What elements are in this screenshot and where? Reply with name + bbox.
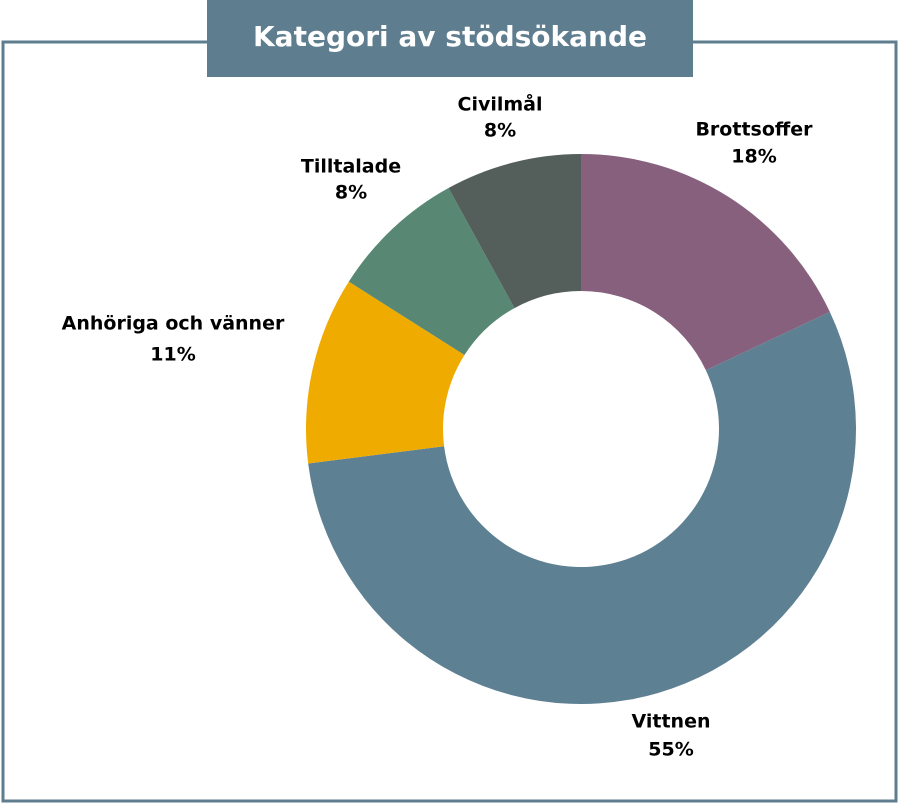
slice-value-label: 11% — [150, 344, 195, 366]
title-box — [207, 0, 693, 77]
slice-label: Brottsoffer — [695, 119, 813, 141]
slice-value-label: 8% — [484, 120, 516, 142]
slice-label: Civilmål — [458, 92, 543, 116]
slice-label: Tilltalade — [301, 156, 401, 178]
slice-label: Vittnen — [632, 711, 711, 733]
donut-slice — [305, 281, 465, 464]
donut-slice — [448, 154, 581, 309]
donut-slice — [581, 154, 830, 371]
donut-slice — [348, 188, 515, 356]
donut-slice — [308, 311, 856, 705]
slice-value-label: 8% — [335, 182, 367, 204]
chart-title: Kategori av stödsökande — [253, 20, 647, 53]
slice-value-label: 18% — [731, 146, 776, 168]
slice-value-label: 55% — [648, 739, 693, 761]
slice-label: Anhöriga och vänner — [62, 313, 285, 335]
